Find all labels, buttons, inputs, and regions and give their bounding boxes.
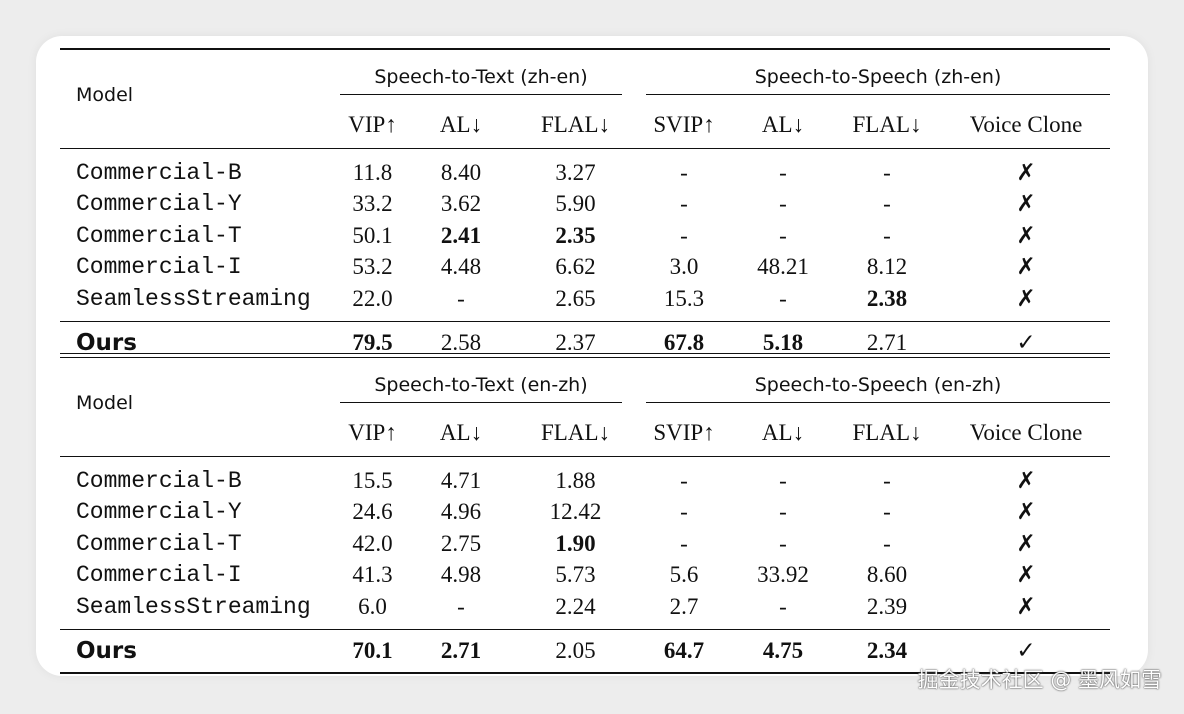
table-row: Commercial-I 53.2 4.48 6.62 3.0 48.21 8.… [60,252,1110,284]
group-header-speech-to-text: Speech-to-Text (en-zh) [340,358,634,411]
cross-icon: ✗ [1016,159,1036,186]
ours-row: Ours 79.5 2.58 2.37 67.8 5.18 2.71 ✓ [60,320,1111,364]
column-header: FLAL↓ [832,411,942,457]
group-header-speech-to-text: Speech-to-Text (zh-en) [340,49,634,103]
table-row: Commercial-T 50.1 2.41 2.35 - - - ✗ [60,220,1110,252]
table-row: Commercial-B 15.5 4.71 1.88 - - - ✗ [60,457,1110,497]
table-row: Commercial-I 41.3 4.98 5.73 5.6 33.92 8.… [60,560,1110,592]
results-table-en-zh: Model Speech-to-Text (en-zh) Speech-to-S… [60,358,1111,674]
model-column-header: Model [60,358,340,457]
column-header: FLAL↓ [832,103,942,149]
double-divider [60,353,1110,358]
cross-icon: ✗ [1016,467,1036,494]
cross-icon: ✗ [1016,530,1036,557]
column-header: SVIP↑ [634,411,734,457]
cross-icon: ✗ [1016,222,1036,249]
cross-icon: ✗ [1016,191,1036,218]
column-header: VIP↑ [340,103,405,149]
column-header: AL↓ [405,103,517,149]
column-header: Voice Clone [942,103,1111,149]
cross-icon: ✗ [1016,254,1036,281]
table-row: SeamlessStreaming 6.0 - 2.24 2.7 - 2.39 … [60,591,1110,629]
results-table-zh-en: Model Speech-to-Text (zh-en) Speech-to-S… [60,48,1111,364]
table-row: Commercial-B 11.8 8.40 3.27 - - - ✗ [60,149,1110,189]
column-header: FLAL↓ [517,411,634,457]
column-header: FLAL↓ [517,103,634,149]
column-header: AL↓ [405,411,517,457]
watermark: 掘金技术社区 @ 墨风如雪 [917,668,1162,692]
model-column-header: Model [60,49,340,149]
check-icon: ✓ [942,320,1111,364]
ours-row: Ours 70.1 2.71 2.05 64.7 4.75 2.34 ✓ [60,628,1111,673]
cross-icon: ✗ [1016,499,1036,526]
group-header-speech-to-speech: Speech-to-Speech (zh-en) [634,49,1111,103]
table-row: Commercial-Y 33.2 3.62 5.90 - - - ✗ [60,189,1110,221]
cross-icon: ✗ [1016,285,1036,312]
table-row: Commercial-T 42.0 2.75 1.90 - - - ✗ [60,528,1110,560]
cross-icon: ✗ [1016,593,1036,620]
cross-icon: ✗ [1016,562,1036,589]
column-header: SVIP↑ [634,103,734,149]
column-header: AL↓ [734,411,832,457]
column-header: Voice Clone [942,411,1111,457]
table-row: Commercial-Y 24.6 4.96 12.42 - - - ✗ [60,497,1110,529]
group-header-speech-to-speech: Speech-to-Speech (en-zh) [634,358,1111,411]
table-row: SeamlessStreaming 22.0 - 2.65 15.3 - 2.3… [60,283,1110,321]
column-header: VIP↑ [340,411,405,457]
check-icon: ✓ [942,628,1111,673]
column-header: AL↓ [734,103,832,149]
